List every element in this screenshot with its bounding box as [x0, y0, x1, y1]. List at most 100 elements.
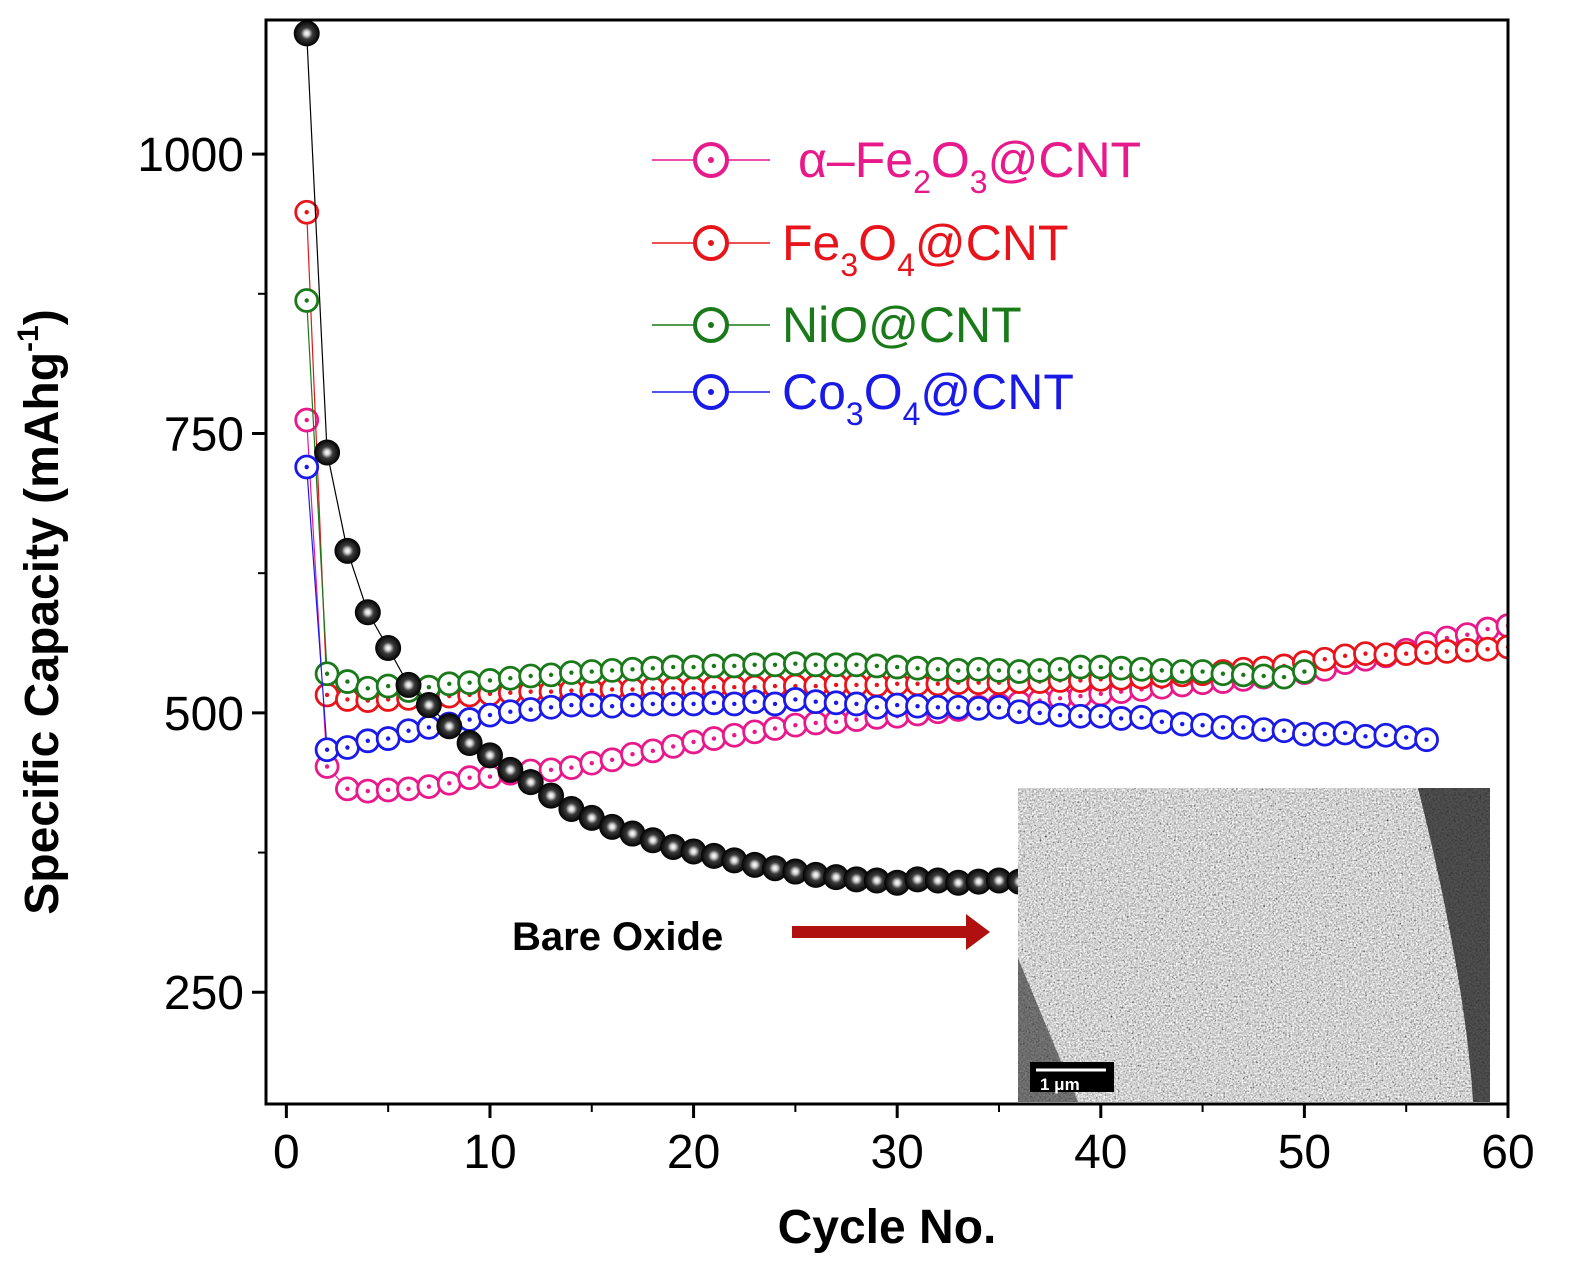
data-point	[884, 869, 911, 896]
point-dot	[1098, 714, 1103, 719]
point-dot	[1241, 725, 1246, 730]
point-dot	[772, 726, 778, 731]
point-dot	[976, 706, 981, 711]
point-dot	[589, 688, 594, 693]
point-dot	[548, 689, 554, 694]
point-dot	[345, 697, 350, 702]
point-dot	[671, 744, 676, 749]
legend-marker-dot	[708, 240, 714, 246]
point-dot	[1078, 664, 1083, 670]
data-point	[1027, 658, 1053, 683]
legend-label: Co3O4@CNT	[782, 364, 1074, 432]
point-dot	[324, 671, 330, 676]
point-dot	[569, 702, 574, 708]
data-point	[966, 695, 992, 721]
data-point	[518, 663, 544, 689]
data-point	[1312, 721, 1338, 747]
data-point	[476, 742, 503, 769]
point-dot	[365, 738, 371, 744]
data-point	[1271, 718, 1297, 744]
data-point	[701, 653, 727, 679]
data-point	[1251, 717, 1277, 743]
point-dot	[467, 680, 472, 685]
data-point	[355, 675, 381, 701]
point-dot	[1180, 669, 1185, 674]
point-dot	[915, 665, 920, 671]
data-point	[1149, 709, 1175, 735]
y-tick-label: 250	[164, 967, 244, 1020]
legend-label-part: O	[864, 364, 903, 420]
point-dot	[1220, 725, 1226, 730]
data-point	[660, 691, 686, 717]
point-dot	[1017, 669, 1022, 674]
data-point	[559, 755, 584, 781]
data-point	[701, 690, 727, 716]
point-dot	[324, 764, 330, 769]
data-point	[497, 756, 524, 783]
data-point	[741, 851, 768, 878]
point-dot	[1403, 651, 1409, 656]
data-point	[844, 691, 869, 717]
data-point	[640, 738, 666, 764]
data-point	[701, 726, 727, 751]
data-point	[1088, 703, 1114, 729]
data-point	[1129, 656, 1154, 682]
data-point	[802, 861, 829, 888]
point-dot	[1098, 691, 1103, 697]
y-tick-label: 750	[164, 408, 244, 461]
point-dot	[874, 705, 880, 710]
point-dot	[426, 725, 432, 730]
data-point	[762, 691, 788, 717]
y-axis-title-main: Specific Capacity (mAhg	[16, 352, 69, 915]
point-dot	[630, 702, 635, 708]
point-dot	[447, 681, 452, 687]
point-dot	[894, 681, 900, 687]
point-dot	[732, 701, 737, 707]
x-tick-label: 50	[1278, 1126, 1331, 1179]
point-dot	[1322, 657, 1327, 662]
data-point	[456, 730, 483, 757]
data-point	[681, 729, 706, 755]
data-point	[578, 804, 605, 831]
point-dot	[1098, 664, 1103, 670]
data-point	[436, 671, 462, 697]
point-dot	[1302, 669, 1307, 674]
data-point	[965, 868, 992, 895]
y-axis-title-sup: -1	[12, 325, 45, 352]
data-point	[1088, 654, 1114, 680]
point-dot	[1485, 626, 1490, 632]
data-point	[314, 737, 340, 763]
point-dot	[935, 667, 941, 672]
legend-entry-fe3o4-cnt: Fe3O4@CNT	[652, 215, 1068, 283]
point-dot	[1261, 673, 1266, 679]
data-point	[375, 726, 401, 751]
data-point	[497, 699, 523, 725]
point-dot	[324, 692, 330, 698]
data-point	[436, 770, 462, 796]
data-point	[558, 795, 585, 822]
data-point	[538, 757, 564, 783]
point-dot	[487, 678, 493, 683]
data-point	[294, 407, 320, 433]
data-point	[1312, 646, 1338, 672]
data-point	[477, 668, 503, 693]
data-point	[599, 658, 625, 683]
data-point	[1393, 725, 1419, 750]
point-dot	[589, 702, 594, 708]
point-dot	[1424, 737, 1429, 742]
data-point	[639, 827, 666, 854]
data-point	[1190, 712, 1215, 738]
point-dot	[1078, 714, 1083, 719]
data-point	[742, 689, 768, 715]
data-point	[293, 20, 320, 47]
data-point	[335, 735, 360, 760]
data-point	[721, 691, 747, 717]
annotations: Bare Oxide	[512, 914, 990, 959]
legend-label-part: @CNT	[988, 132, 1142, 188]
point-dot	[956, 668, 961, 673]
point-dot	[1322, 731, 1327, 737]
point-dot	[487, 774, 493, 779]
data-point	[559, 692, 584, 718]
point-dot	[487, 712, 493, 718]
point-dot	[976, 667, 981, 672]
